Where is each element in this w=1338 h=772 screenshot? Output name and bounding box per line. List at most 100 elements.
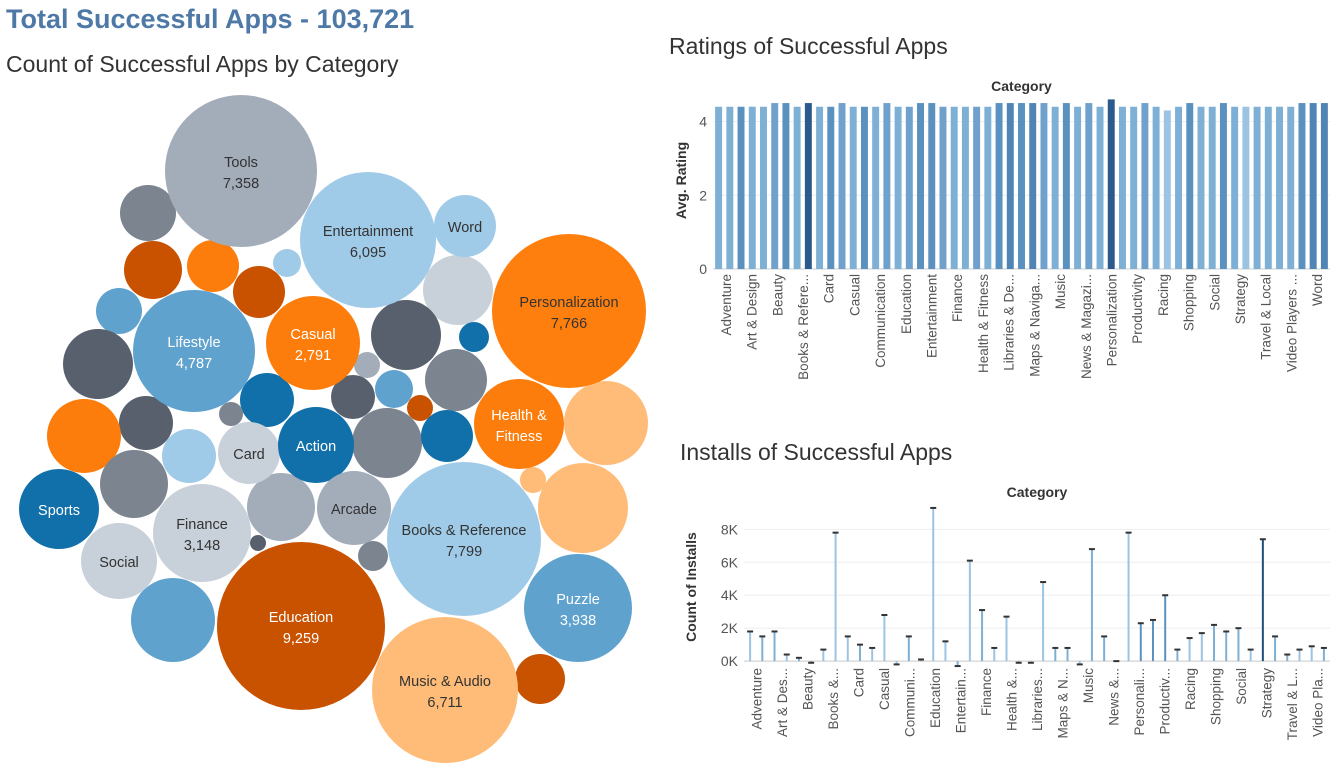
bubble-label-casual: Casual — [290, 327, 335, 343]
rating-bar — [961, 106, 969, 269]
bubble-label-sports: Sports — [38, 503, 80, 519]
bubble-chart: Tools 7,358 Entertainment 6,095 Word Personal… — [19, 95, 648, 763]
y-tick-label: 2 — [699, 187, 707, 203]
bubble-unlabeled — [423, 255, 493, 325]
x-tick-label: Racing — [1156, 274, 1171, 316]
ratings-bar-chart: Category 0 2 4 Avg. Rating Adventure Art & Des… — [673, 78, 1330, 380]
bubble-puzzle — [524, 554, 632, 662]
y-axis-title: Avg. Rating — [673, 142, 689, 219]
rating-bar — [1107, 99, 1115, 269]
x-tick-label: Education — [899, 274, 914, 334]
y-tick-label: 4 — [699, 114, 707, 130]
bubble-unlabeled — [358, 541, 388, 571]
bubble-label-action: Action — [296, 439, 336, 455]
bubble-unlabeled — [273, 249, 301, 277]
bubble-label-entertainment: Entertainment — [323, 224, 413, 240]
bubble-word — [434, 195, 496, 257]
rating-bar — [1242, 106, 1250, 269]
x-tick-label: Productivity — [1130, 274, 1145, 344]
x-tick-label: Books &... — [826, 668, 841, 730]
rating-bar — [804, 103, 812, 269]
rating-bar — [726, 106, 734, 269]
x-tick-label: Travel & L... — [1285, 668, 1300, 740]
rating-bar — [793, 106, 801, 269]
bubble-unlabeled — [240, 373, 294, 427]
dashboard-title: Total Successful Apps - 103,721 — [6, 4, 415, 34]
bubble-unlabeled — [162, 429, 216, 483]
x-tick-label: Personali... — [1132, 668, 1147, 736]
bubble-value-casual: 2,791 — [295, 348, 331, 364]
x-tick-label: Art & Des... — [775, 668, 790, 737]
x-tick-label: Social — [1234, 668, 1249, 705]
y-axis-title: Count of Installs — [683, 532, 699, 642]
x-tick-label: Word — [1310, 274, 1325, 306]
x-tick-label: Libraries... — [1030, 668, 1045, 731]
bubble-value-puzzle: 3,938 — [560, 613, 596, 629]
x-tick-label: Music — [1053, 274, 1068, 310]
rating-bar — [939, 106, 947, 269]
x-tick-label: Communi... — [903, 668, 918, 737]
bubble-label-social: Social — [99, 555, 139, 571]
bubble-unlabeled — [354, 352, 380, 378]
bubble-casual — [266, 296, 360, 390]
rating-bar — [1175, 106, 1183, 269]
x-tick-label: Maps & Naviga... — [1027, 274, 1042, 377]
bubble-unlabeled — [119, 396, 173, 450]
rating-bar — [1309, 103, 1317, 269]
rating-bar — [872, 106, 880, 269]
bubble-unlabeled — [250, 535, 266, 551]
x-tick-label: Adventure — [719, 274, 734, 336]
y-tick-label: 0K — [721, 653, 739, 669]
rating-bar — [1186, 103, 1194, 269]
bubble-sports — [19, 469, 99, 549]
rating-bar — [849, 106, 857, 269]
rating-bar — [1085, 103, 1093, 269]
bubble-value-finance: 3,148 — [184, 538, 220, 554]
rating-bar — [995, 103, 1003, 269]
y-tick-label: 0 — [699, 261, 707, 277]
bubble-value-lifestyle: 4,787 — [176, 356, 212, 372]
bubble-card — [218, 422, 280, 484]
rating-bar — [1029, 103, 1037, 269]
x-tick-label: Casual — [847, 274, 862, 316]
x-tick-label: Books & Refere... — [796, 274, 811, 380]
installs-chart-title: Installs of Successful Apps — [680, 439, 953, 465]
bubble-unlabeled — [96, 288, 142, 334]
x-tick-label: Travel & Local — [1259, 274, 1274, 360]
bubble-unlabeled — [233, 266, 285, 318]
rating-bar — [771, 103, 779, 269]
bubble-label-puzzle: Puzzle — [556, 592, 600, 608]
x-tick-label: Video Players ... — [1284, 274, 1299, 372]
bubble-value-entertainment: 6,095 — [350, 245, 386, 261]
x-tick-label: Casual — [877, 668, 892, 710]
x-tick-label: Video Pla... — [1310, 668, 1325, 737]
bubble-unlabeled — [564, 381, 648, 465]
bubble-unlabeled — [124, 241, 182, 299]
bubble-unlabeled — [425, 349, 487, 411]
x-tick-label: Entertainment — [925, 274, 940, 358]
rating-bar — [1040, 103, 1048, 269]
rating-bar — [782, 103, 790, 269]
bubble-value-health: Fitness — [496, 429, 543, 445]
rating-bar — [883, 103, 891, 269]
rating-bar — [894, 106, 902, 269]
bubble-health — [474, 379, 564, 469]
rating-bar — [905, 106, 913, 269]
x-tick-label: Social — [1207, 274, 1222, 311]
x-tick-label: Beauty — [770, 274, 785, 316]
bubble-social — [81, 523, 157, 599]
bubble-unlabeled — [371, 300, 441, 370]
rating-bar — [1118, 106, 1126, 269]
rating-bar — [827, 106, 835, 269]
x-tick-label: Libraries & De... — [1002, 274, 1017, 371]
column-header: Category — [991, 78, 1052, 94]
x-tick-label: Music — [1081, 668, 1096, 704]
rating-bar — [917, 103, 925, 269]
x-tick-label: News & Magazi... — [1079, 274, 1094, 379]
rating-bar — [816, 106, 824, 269]
ratings-chart-title: Ratings of Successful Apps — [669, 33, 948, 59]
rating-bar — [950, 106, 958, 269]
bubble-label-education: Education — [269, 610, 334, 626]
bubble-education — [217, 542, 385, 710]
bubble-unlabeled — [515, 654, 565, 704]
